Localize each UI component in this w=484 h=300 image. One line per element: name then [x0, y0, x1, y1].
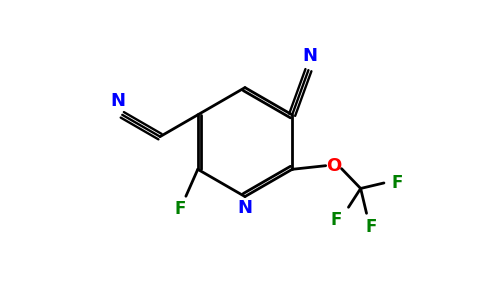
Text: F: F [392, 174, 403, 192]
Text: O: O [326, 157, 341, 175]
Text: F: F [174, 200, 186, 218]
Text: F: F [330, 211, 342, 229]
Text: N: N [238, 199, 253, 217]
Text: N: N [302, 47, 317, 65]
Text: N: N [111, 92, 126, 110]
Text: F: F [366, 218, 377, 236]
